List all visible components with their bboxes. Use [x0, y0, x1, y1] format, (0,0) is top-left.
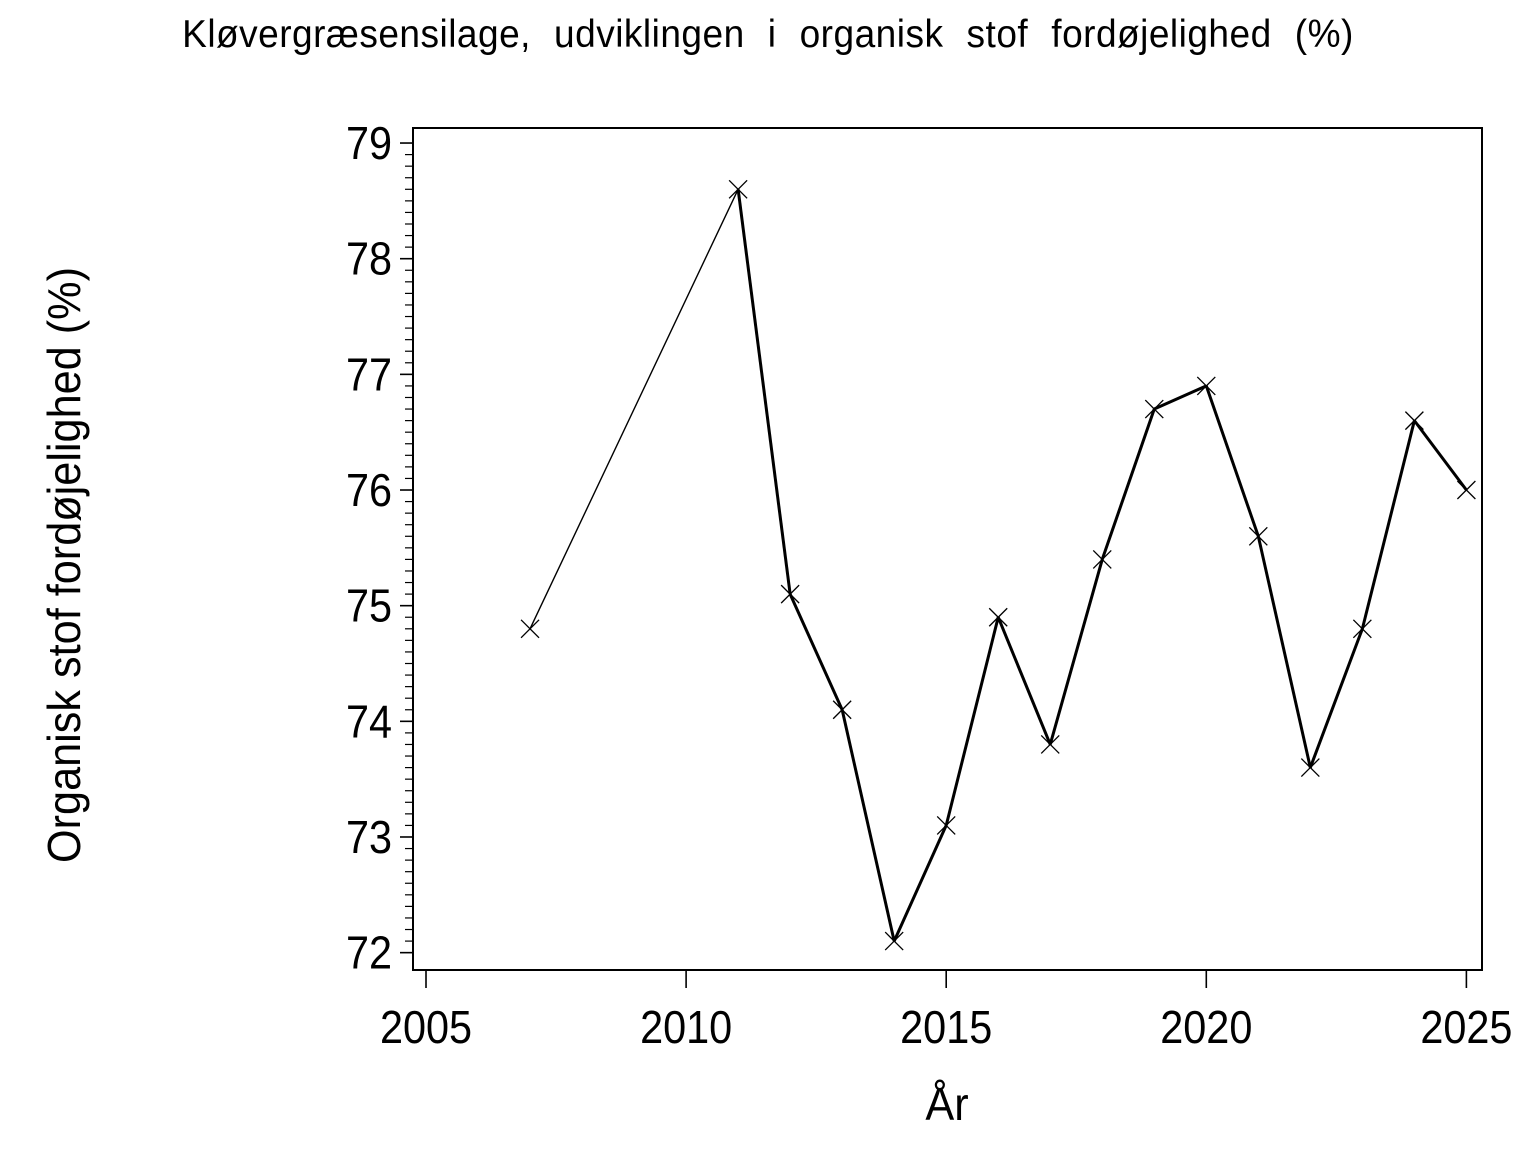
data-point-marker [1144, 399, 1164, 419]
series-line-segment [736, 189, 792, 595]
series-line-segment [1413, 419, 1468, 491]
series-line-segment [996, 616, 1052, 746]
marker-stroke [1040, 735, 1060, 754]
marker-stroke [988, 607, 1008, 627]
data-point-marker [1040, 735, 1060, 754]
chart-title: Kløvergræsensilage, udviklingen i organi… [182, 13, 1354, 56]
marker-stroke [1456, 480, 1476, 500]
series-line-segment [1048, 559, 1104, 745]
data-point-marker [988, 607, 1008, 627]
x-tick-label: 2005 [380, 1002, 472, 1054]
data-point-marker [1092, 549, 1112, 569]
y-tick-label: 72 [346, 928, 392, 980]
marker-stroke [1300, 758, 1320, 778]
data-point-marker [1196, 376, 1216, 396]
y-tick-label: 76 [346, 465, 392, 517]
series-line-segment [1360, 420, 1416, 630]
data-point-marker [936, 815, 956, 835]
marker-stroke [936, 815, 956, 835]
marker-stroke [1144, 399, 1164, 419]
y-tick-label: 78 [346, 234, 392, 286]
marker-stroke [1196, 376, 1216, 396]
series-line-segment [944, 616, 1000, 826]
data-point-marker [780, 584, 800, 604]
series-line-segment [529, 188, 739, 630]
data-point-marker [832, 700, 852, 720]
marker-stroke [520, 619, 540, 639]
series-line-segment [1204, 385, 1260, 537]
series-line-segment [892, 824, 948, 942]
series-line-segment [1308, 628, 1364, 769]
series-line-segment [840, 709, 896, 942]
y-tick-label: 73 [346, 812, 392, 864]
marker-stroke [1352, 619, 1372, 639]
data-point-marker [1352, 619, 1372, 639]
data-point-marker [728, 179, 748, 199]
marker-stroke [728, 179, 748, 199]
series-line-segment [788, 593, 844, 711]
series-line-segment [1100, 408, 1156, 560]
series-line-segment [1256, 535, 1312, 768]
data-point-marker [1248, 526, 1268, 546]
marker-stroke [1404, 411, 1424, 431]
data-point-marker [520, 619, 540, 639]
x-axis-label: År [925, 1078, 969, 1130]
x-tick-label: 2010 [640, 1002, 732, 1054]
y-tick-label: 77 [346, 349, 392, 401]
y-tick-label: 75 [346, 581, 392, 633]
marker-stroke [832, 700, 852, 720]
marker-stroke [1092, 549, 1112, 569]
marker-stroke [780, 584, 800, 604]
y-tick-label: 79 [346, 118, 392, 170]
marker-stroke [1248, 526, 1268, 546]
data-point-marker [1300, 758, 1320, 778]
data-point-marker [1456, 480, 1476, 500]
x-tick-label: 2025 [1420, 1002, 1512, 1054]
series-line-segment [1153, 384, 1207, 411]
x-tick-label: 2020 [1160, 1002, 1252, 1054]
data-point-marker [1404, 411, 1424, 431]
plot-frame [412, 127, 1483, 971]
x-tick-label: 2015 [900, 1002, 992, 1054]
y-tick-label: 74 [346, 696, 392, 748]
data-point-marker [884, 931, 904, 951]
marker-stroke [884, 931, 904, 951]
